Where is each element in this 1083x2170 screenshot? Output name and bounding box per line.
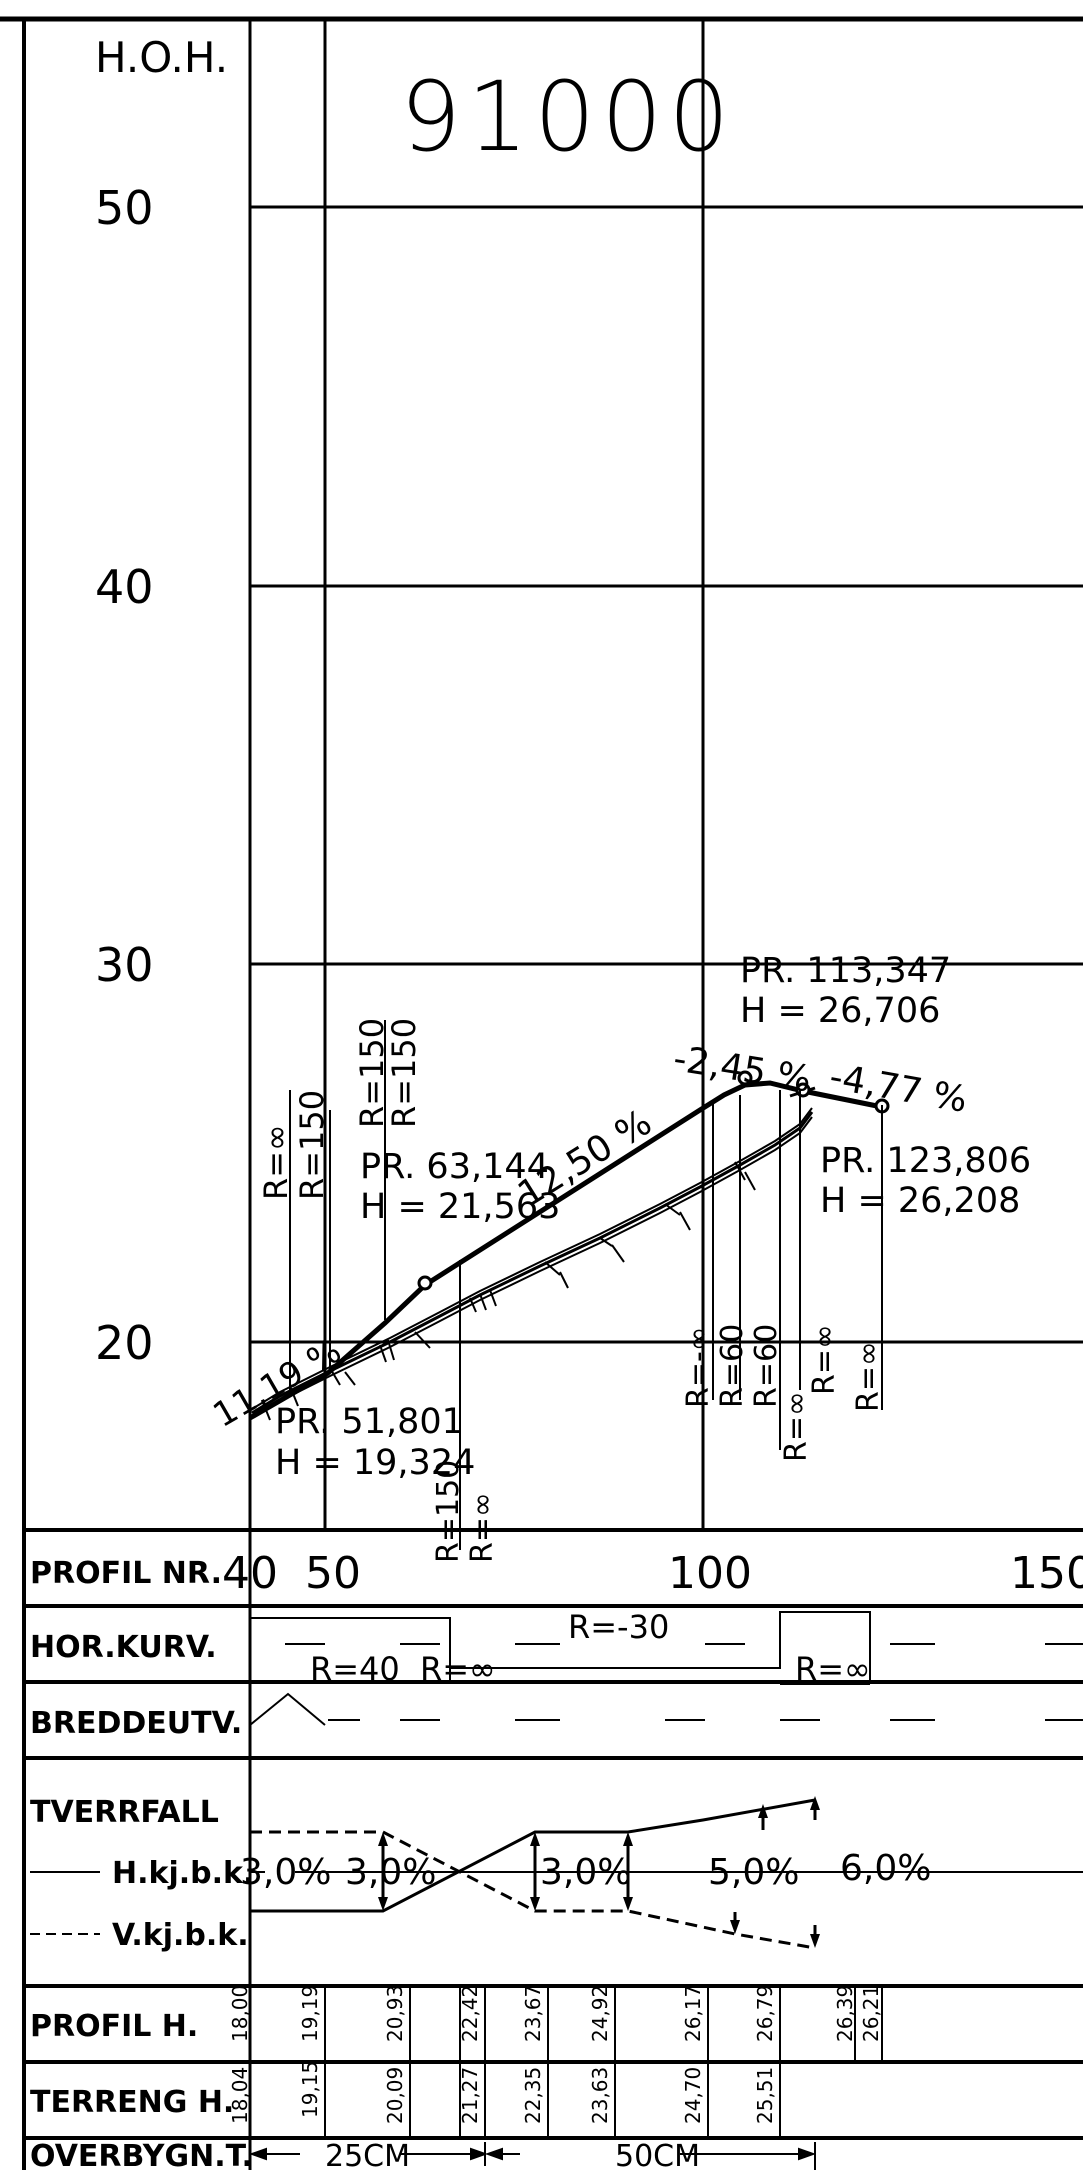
station-tick: 50 (305, 1548, 361, 1599)
profile-height: 26,79 (753, 1985, 777, 2042)
elevation-label: 30 (95, 938, 154, 992)
hor-curve-radius: R=∞ (420, 1650, 496, 1688)
hor-curve-radius: R=-30 (568, 1608, 669, 1646)
station-tick: 100 (668, 1548, 752, 1599)
profile-height: 19,19 (298, 1985, 322, 2042)
radius-label: R=∞ (257, 1124, 295, 1200)
radius-labels: R=∞ R=150 R=150 R=150 R=150 R=∞ R=-∞ R=6… (257, 1018, 886, 1563)
pr-label: PR. 113,347 (740, 951, 951, 991)
hoh-label: H.O.H. (95, 33, 228, 82)
terrain-height: 25,51 (753, 2067, 777, 2124)
band-label: PROFIL H. (30, 2009, 198, 2044)
radius-label: R=-∞ (681, 1326, 716, 1408)
terrain-hatching (261, 1161, 756, 1421)
radius-label: R=∞ (807, 1324, 842, 1395)
terrain-height: 20,09 (383, 2067, 407, 2124)
band-profil-h: PROFIL H. 18,00 19,19 20,93 22,42 23,67 … (30, 1985, 883, 2062)
station-tick: 40 (222, 1548, 278, 1599)
tverrfall-legend-right: H.kj.b.k. (112, 1856, 254, 1891)
elevation-scale: 50 40 30 20 (95, 181, 154, 1370)
tverrfall-value: 6,0% (840, 1848, 931, 1889)
terrain-height: 22,35 (521, 2067, 545, 2124)
band-label: OVERBYGN.T. (30, 2139, 253, 2170)
profile-height: 23,67 (521, 1985, 545, 2042)
radius-label: R=∞ (851, 1341, 886, 1412)
radius-label: R=150 (293, 1090, 331, 1200)
band-label: TVERRFALL (30, 1795, 219, 1830)
profile-height: 26,39 (833, 1985, 857, 2042)
tverrfall-value: 3,0% (240, 1852, 331, 1893)
radius-label: R=60 (749, 1324, 784, 1408)
radius-label: R=150 (353, 1018, 391, 1128)
tverrfall-value: 3,0% (540, 1852, 631, 1893)
elevation-label: 40 (95, 560, 154, 614)
band-breddeutv: BREDDEUTV. (30, 1692, 1083, 1741)
band-label: PROFIL NR. (30, 1556, 222, 1591)
band-profil-nr: PROFIL NR. 40 50 100 150 (30, 1548, 1083, 1599)
pr-label: PR. 123,806 (820, 1141, 1031, 1181)
radius-label: R=150 (431, 1460, 466, 1563)
station-tick: 150 (1010, 1548, 1083, 1599)
terrain-height: 19,15 (298, 2061, 322, 2118)
profile-height: 22,42 (458, 1985, 482, 2042)
radius-label: R=60 (715, 1324, 750, 1408)
radius-label: R=150 (385, 1018, 423, 1128)
drawing-number: 91000 (400, 61, 735, 173)
band-label: BREDDEUTV. (30, 1706, 242, 1741)
overbygning-thickness: 50CM (615, 2139, 700, 2170)
terrain-height: 24,70 (681, 2067, 705, 2124)
radius-label: R=∞ (465, 1492, 500, 1563)
pr-height: H = 21,563 (360, 1187, 560, 1227)
pr-height: H = 26,706 (740, 991, 940, 1031)
hor-curve-radius: R=40 (310, 1650, 400, 1688)
pr-labels: PR. 51,801 H = 19,324 PR. 63,144 H = 21,… (275, 951, 1031, 1483)
pr-height: H = 26,208 (820, 1181, 1020, 1221)
terrain-height: 18,04 (228, 2067, 252, 2124)
band-label: HOR.KURV. (30, 1630, 217, 1665)
profile-height: 18,00 (228, 1985, 252, 2042)
pr-label: PR. 63,144 (360, 1147, 549, 1187)
hor-curve-radius: R=∞ (795, 1650, 871, 1688)
terrain-height: 21,27 (458, 2067, 482, 2124)
pr-height: H = 19,324 (275, 1443, 475, 1483)
grade-label: -2,45 % (671, 1038, 815, 1100)
band-label: TERRENG H. (30, 2085, 234, 2120)
drawing-frame (0, 16, 1083, 2170)
pr-label: PR. 51,801 (275, 1402, 464, 1442)
band-tverrfall: TVERRFALL H.kj.b.k. V.kj.b.k. (30, 1795, 1083, 1953)
profile-height: 24,92 (588, 1985, 612, 2042)
band-hor-kurv: HOR.KURV. R=40 R=∞ R=-30 R=∞ (30, 1608, 1083, 1688)
terrain-height: 23,63 (588, 2067, 612, 2124)
tverrfall-value: 3,0% (345, 1852, 436, 1893)
elevation-gridlines (250, 205, 1083, 1344)
grade-label: -4,77 % (826, 1056, 970, 1120)
elevation-label: 50 (95, 181, 154, 235)
overbygning-thickness: 25CM (325, 2139, 410, 2170)
profile-height: 26,21 (859, 1985, 883, 2042)
tverrfall-value: 5,0% (708, 1852, 799, 1893)
vertical-curve-markers (417, 1070, 890, 1291)
band-terreng-h: TERRENG H. 18,04 19,15 20,09 21,27 22,35… (30, 2061, 781, 2138)
tverrfall-legend-left: V.kj.b.k. (112, 1918, 249, 1953)
elevation-label: 20 (95, 1316, 154, 1370)
radius-label: R=∞ (779, 1391, 814, 1462)
radius-leader-lines (289, 1020, 883, 1550)
profile-height: 20,93 (383, 1985, 407, 2042)
band-overbygn-t: OVERBYGN.T. 25CM 50CM (30, 2139, 816, 2170)
profile-height: 26,17 (681, 1985, 705, 2042)
